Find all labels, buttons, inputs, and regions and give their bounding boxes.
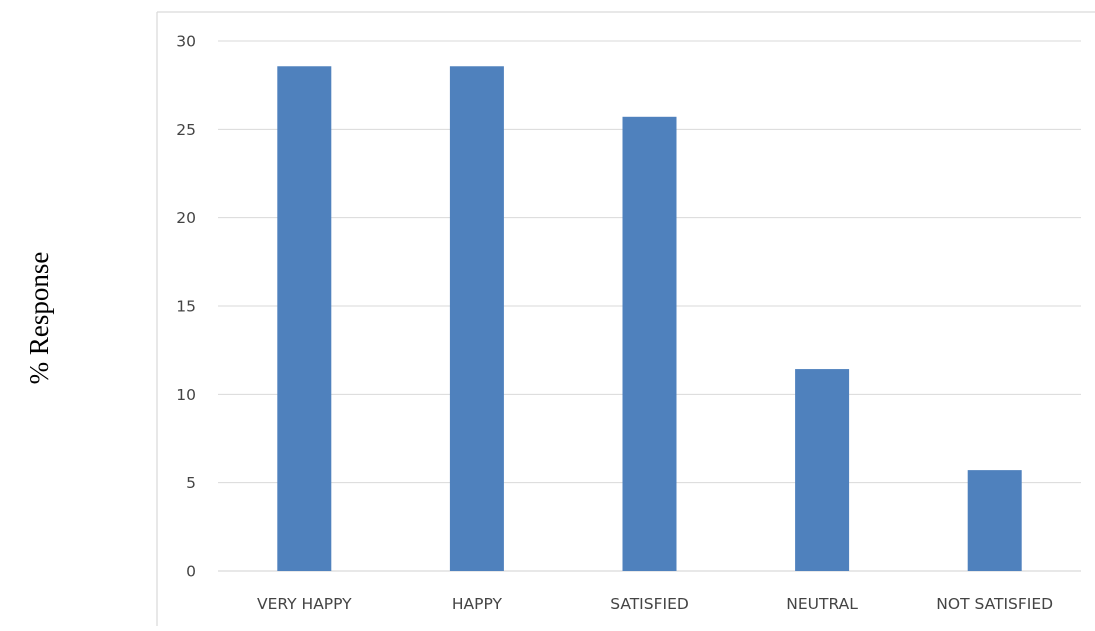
y-tick-label: 10 (176, 386, 196, 404)
bar (967, 470, 1022, 571)
x-category-label: NEUTRAL (786, 595, 858, 613)
y-tick-label: 0 (186, 563, 196, 581)
y-tick-label: 5 (186, 474, 196, 492)
x-category-labels: VERY HAPPY HAPPY SATISFIED NEUTRAL NOT SATIS… (257, 595, 1053, 613)
bar (622, 116, 677, 571)
y-tick-labels: 0 5 10 15 20 25 30 (176, 33, 196, 581)
y-tick-label: 15 (176, 298, 196, 316)
x-category-label: NOT SATISFIED (936, 595, 1053, 613)
x-category-label: HAPPY (452, 595, 503, 613)
bars (277, 66, 1022, 571)
x-category-label: VERY HAPPY (257, 595, 352, 613)
y-tick-label: 20 (176, 209, 196, 227)
x-category-label: SATISFIED (610, 595, 689, 613)
y-tick-label: 30 (176, 33, 196, 51)
bar (449, 66, 504, 571)
bar (277, 66, 332, 571)
y-tick-label: 25 (176, 121, 196, 139)
y-axis-label: % Response (24, 252, 54, 385)
bar (795, 369, 850, 571)
